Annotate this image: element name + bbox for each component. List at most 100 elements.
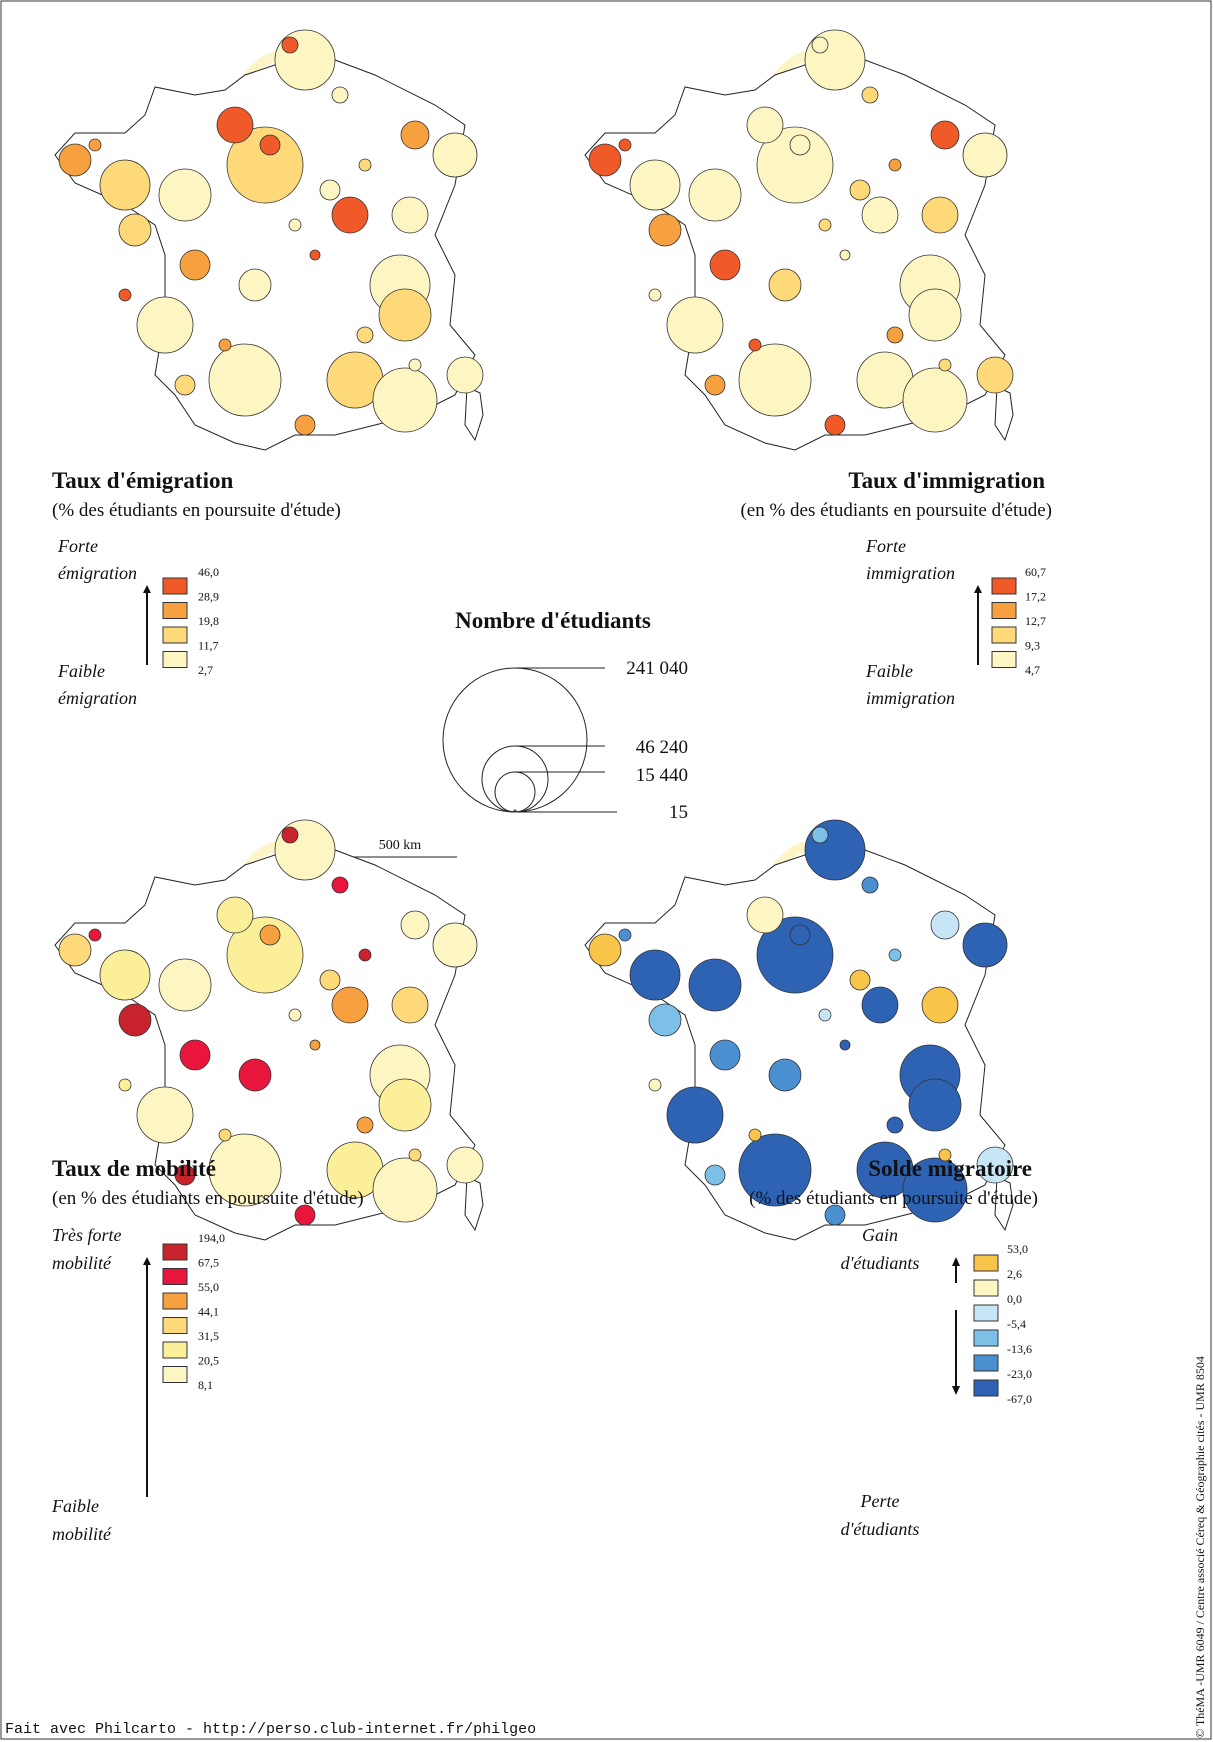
city-circle — [208, 343, 282, 417]
island-outline — [464, 386, 484, 442]
legend-class-label: 8,1 — [198, 1378, 213, 1392]
city-circle — [218, 338, 232, 352]
city-circle — [688, 958, 742, 1012]
city-circle — [824, 1204, 846, 1226]
city-circle — [288, 218, 302, 232]
legend-class-label: -13,6 — [1007, 1342, 1032, 1356]
legend-class-label: 11,7 — [198, 639, 219, 653]
city-circle — [688, 168, 742, 222]
legend-caption: Forte — [57, 536, 98, 556]
legend-swatch — [973, 1254, 999, 1272]
city-circle — [746, 896, 784, 934]
legend-swatch — [162, 626, 188, 644]
map — [584, 819, 1014, 1241]
map-title: Taux de mobilité — [52, 1156, 216, 1181]
city-circle — [358, 158, 372, 172]
legend-caption: Très forte — [52, 1225, 122, 1245]
legend-swatch — [973, 1354, 999, 1372]
city-circle — [768, 1058, 802, 1092]
city-circle — [938, 1148, 952, 1162]
city-circle — [861, 86, 879, 104]
arrow-head — [952, 1257, 960, 1266]
city-circle — [861, 196, 899, 234]
city-circle — [849, 969, 871, 991]
city-circle — [118, 213, 152, 247]
city-circle — [238, 268, 272, 302]
footer: Fait avec Philcarto - http://perso.club-… — [5, 1721, 536, 1738]
city-circle — [976, 1146, 1014, 1184]
city-circle — [408, 1148, 422, 1162]
legend-class-label: 31,5 — [198, 1329, 219, 1343]
city-circle — [748, 1128, 762, 1142]
legend-class-label: -5,4 — [1007, 1317, 1026, 1331]
city-circle — [886, 1116, 904, 1134]
arrow-head — [143, 1257, 151, 1265]
city-circle — [58, 143, 92, 177]
city-circle — [709, 1039, 741, 1071]
city-circle — [226, 916, 304, 994]
city-circle — [274, 819, 336, 881]
city-circle — [408, 358, 422, 372]
city-circle — [849, 179, 871, 201]
city-circle — [432, 922, 478, 968]
city-circle — [756, 126, 834, 204]
city-circle — [938, 358, 952, 372]
legend-swatch — [973, 1279, 999, 1297]
map — [54, 29, 484, 451]
city-circle — [259, 134, 281, 156]
city-circle — [281, 826, 299, 844]
arrow-head — [952, 1386, 960, 1395]
city-circle — [588, 933, 622, 967]
city-circle — [962, 132, 1008, 178]
city-circle — [158, 168, 212, 222]
legend-class-label: 67,5 — [198, 1256, 219, 1270]
city-circle — [400, 910, 430, 940]
legend-swatch — [991, 651, 1017, 668]
legend-class-label: 55,0 — [198, 1280, 219, 1294]
city-circle — [629, 159, 681, 211]
legend-caption: mobilité — [52, 1524, 112, 1544]
city-circle — [331, 196, 369, 234]
city-circle — [886, 326, 904, 344]
city-circle — [704, 374, 726, 396]
city-circle — [58, 933, 92, 967]
legend-swatch — [991, 626, 1017, 644]
city-circle — [358, 948, 372, 962]
map-title: Taux d'immigration — [848, 468, 1045, 493]
size-label: 15 — [669, 802, 688, 823]
legend-class-label: 12,7 — [1025, 614, 1046, 628]
city-circle — [756, 916, 834, 994]
legend-class-label: 4,7 — [1025, 663, 1040, 677]
legend-swatch — [162, 602, 188, 619]
city-circle — [648, 288, 662, 302]
legend-class-label: 2,7 — [198, 663, 213, 677]
legend-class-label: 9,3 — [1025, 639, 1040, 653]
city-circle — [446, 1146, 484, 1184]
city-circle — [179, 1039, 211, 1071]
arrow-head — [974, 585, 982, 593]
city-circle — [861, 876, 879, 894]
city-circle — [738, 1133, 812, 1207]
legend-class-label: 20,5 — [198, 1354, 219, 1368]
city-circle — [378, 1078, 432, 1132]
city-circle — [294, 1204, 316, 1226]
legend-class-label: 194,0 — [198, 1231, 225, 1245]
legend-class-label: 17,2 — [1025, 590, 1046, 604]
legend-class-label: 28,9 — [198, 590, 219, 604]
city-circle — [288, 1008, 302, 1022]
city-circle — [839, 1039, 851, 1051]
city-circle — [208, 1133, 282, 1207]
city-circle — [921, 986, 959, 1024]
legend-caption: Forte — [865, 536, 906, 556]
city-circle — [118, 288, 132, 302]
city-circle — [861, 986, 899, 1024]
city-circle — [226, 126, 304, 204]
city-circle — [378, 288, 432, 342]
island-outline — [994, 386, 1014, 442]
legend-class-label: 0,0 — [1007, 1292, 1022, 1306]
city-circle — [908, 1078, 962, 1132]
map-subtitle: (% des étudiants en poursuite d'étude) — [52, 500, 341, 521]
city-circle — [432, 132, 478, 178]
legend-swatch — [973, 1379, 999, 1397]
city-circle — [930, 910, 960, 940]
